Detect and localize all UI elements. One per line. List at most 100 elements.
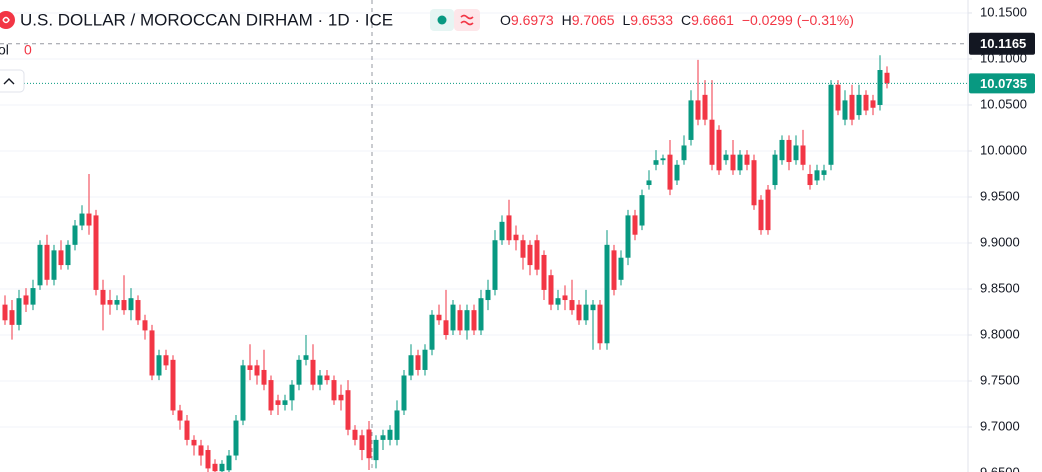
candle-body xyxy=(667,154,673,190)
candle-body xyxy=(702,94,708,120)
candle-body xyxy=(646,180,652,186)
candle-body xyxy=(723,154,729,161)
candle-body xyxy=(310,359,316,385)
candle-body xyxy=(16,298,22,325)
candle-body xyxy=(422,349,428,370)
candle-body xyxy=(611,250,617,290)
volume-label: ol xyxy=(0,42,9,58)
candle-body xyxy=(828,84,834,165)
y-tick-label: 9.9000 xyxy=(980,234,1020,249)
candle-body xyxy=(387,429,393,440)
ohlc-legend: O9.6973 H9.7065 L9.6533 C9.6661 −0.0299 … xyxy=(500,12,854,28)
candle-body xyxy=(737,154,743,171)
candle-body xyxy=(317,375,323,385)
candle-body xyxy=(681,145,687,161)
candle-body xyxy=(807,173,813,186)
candle-body xyxy=(618,257,624,280)
candle-body xyxy=(205,450,211,469)
y-tick-label: 9.8000 xyxy=(980,326,1020,341)
y-tick-label: 10.0000 xyxy=(980,142,1027,157)
close-value: 9.6661 xyxy=(691,12,734,28)
candle-body xyxy=(660,158,666,161)
close-label: C xyxy=(681,12,691,28)
candle-body xyxy=(513,234,519,241)
candle-body xyxy=(569,300,575,311)
candle-body xyxy=(485,289,491,301)
candle-body xyxy=(240,365,246,421)
candles xyxy=(2,55,890,472)
candle-body xyxy=(233,420,239,456)
high-value: 9.7065 xyxy=(572,12,615,28)
candle-body xyxy=(436,314,442,321)
low-label: L xyxy=(622,12,630,28)
candle-body xyxy=(401,375,407,411)
candle-body xyxy=(877,70,883,105)
candle-body xyxy=(352,429,358,440)
y-tick-label: 10.0500 xyxy=(980,96,1027,111)
candle-body xyxy=(170,359,176,411)
candle-body xyxy=(478,298,484,331)
low-value: 9.6533 xyxy=(630,12,673,28)
last-price-label: 10.0735 xyxy=(980,76,1027,91)
delayed-badge[interactable] xyxy=(454,9,480,31)
candle-body xyxy=(835,84,841,111)
candle-body xyxy=(562,295,568,301)
collapse-button[interactable] xyxy=(0,69,25,93)
candle-body xyxy=(23,295,29,305)
open-value: 9.6973 xyxy=(511,12,554,28)
candle-body xyxy=(856,94,862,116)
candle-body xyxy=(450,304,456,331)
candle-body xyxy=(765,189,771,231)
y-tick-label: 9.9500 xyxy=(980,188,1020,203)
collapse-icon xyxy=(3,78,15,85)
candle-body xyxy=(541,254,547,290)
candle-body xyxy=(674,164,680,181)
candle-body xyxy=(86,213,92,226)
candle-body xyxy=(793,145,799,161)
crosshair-price-label: 10.1165 xyxy=(980,36,1026,51)
candle-body xyxy=(331,380,337,401)
y-tick-label: 10.1500 xyxy=(980,4,1027,19)
candle-body xyxy=(730,154,736,171)
candle-body xyxy=(107,300,113,305)
candle-body xyxy=(247,365,253,370)
candle-body xyxy=(212,463,218,472)
candle-body xyxy=(191,439,197,446)
candle-body xyxy=(744,154,750,165)
candle-body xyxy=(443,320,449,336)
candle-body xyxy=(149,330,155,376)
candle-body xyxy=(772,154,778,186)
candle-body xyxy=(415,355,421,370)
candle-body xyxy=(527,244,533,266)
candle-body xyxy=(499,221,505,241)
candle-body xyxy=(58,250,64,266)
candle-body xyxy=(184,420,190,440)
last-price-box xyxy=(969,73,1035,94)
candle-body xyxy=(555,298,561,305)
candle-body xyxy=(429,314,435,350)
candle-body xyxy=(583,304,589,321)
candle-body xyxy=(695,100,701,120)
candle-body xyxy=(464,310,470,331)
y-tick-label: 9.6500 xyxy=(980,464,1020,472)
candle-body xyxy=(597,304,603,344)
candle-body xyxy=(863,94,869,111)
candle-body xyxy=(870,100,876,108)
grid xyxy=(0,12,968,428)
candle-body xyxy=(254,365,260,376)
candle-body xyxy=(163,355,169,366)
candle-body xyxy=(800,145,806,165)
symbol-logo[interactable] xyxy=(0,11,15,29)
y-tick-label: 9.8500 xyxy=(980,280,1020,295)
y-tick-label: 9.7500 xyxy=(980,372,1020,387)
candle-body xyxy=(849,94,855,120)
candle-body xyxy=(786,139,792,163)
candle-body xyxy=(408,355,414,376)
candle-body xyxy=(303,355,309,360)
candle-body xyxy=(590,304,596,311)
candle-body xyxy=(324,375,330,381)
candle-body xyxy=(114,300,120,305)
